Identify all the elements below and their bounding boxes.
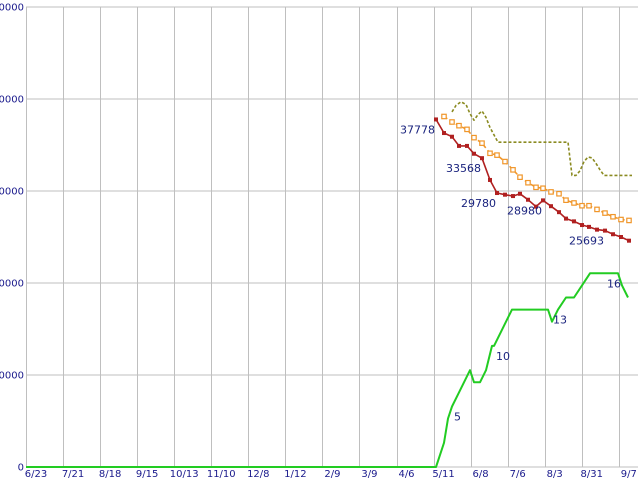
data-value-label: 33568 bbox=[446, 162, 481, 175]
x-tick-label: 8/31 bbox=[581, 469, 603, 480]
series-marker-secondary-orange bbox=[586, 202, 592, 209]
series-marker-secondary-orange bbox=[441, 113, 447, 120]
series-marker-secondary-orange bbox=[540, 185, 546, 192]
series-marker-primary-red bbox=[518, 191, 522, 196]
x-tick-label: 1/12 bbox=[284, 469, 306, 480]
y-axis-tick-labels: 0 10000 20000 30000 40000 50000 bbox=[0, 3, 24, 474]
y-tick-label: 20000 bbox=[0, 279, 24, 290]
y-tick-label: 10000 bbox=[0, 371, 24, 382]
data-point-labels: 37778 33568 29780 28980 25693 5 10 13 16 bbox=[400, 123, 621, 423]
series-marker-secondary-orange bbox=[487, 150, 493, 157]
series-marker-secondary-orange bbox=[556, 190, 562, 197]
x-tick-label: 6/8 bbox=[473, 469, 489, 480]
x-tick-label: 9/7 bbox=[621, 469, 637, 480]
series-marker-primary-red bbox=[564, 216, 568, 221]
data-value-label: 37778 bbox=[400, 123, 435, 136]
series-marker-primary-red bbox=[549, 204, 553, 209]
series-marker-primary-red bbox=[480, 156, 484, 161]
grid-lines bbox=[26, 6, 638, 468]
data-value-label: 28980 bbox=[507, 204, 542, 217]
series-lines bbox=[26, 101, 632, 468]
series-marker-primary-red bbox=[442, 131, 446, 136]
series-marker-primary-red bbox=[534, 204, 538, 209]
series-marker-secondary-orange bbox=[626, 217, 632, 224]
series-marker-primary-red bbox=[465, 143, 469, 148]
series-marker-primary-red bbox=[495, 191, 499, 196]
series-marker-primary-red bbox=[526, 197, 530, 202]
x-tick-label: 4/6 bbox=[398, 469, 414, 480]
series-marker-primary-red bbox=[580, 223, 584, 228]
y-tick-label: 40000 bbox=[0, 95, 24, 106]
x-tick-label: 5/11 bbox=[432, 469, 454, 480]
series-marker-primary-red bbox=[488, 177, 492, 182]
x-tick-label: 9/15 bbox=[136, 469, 158, 480]
series-marker-secondary-orange bbox=[579, 202, 585, 209]
y-tick-label: 50000 bbox=[0, 3, 24, 14]
series-marker-secondary-orange bbox=[602, 210, 608, 216]
series-marker-primary-red bbox=[472, 151, 476, 156]
data-value-label: 5 bbox=[454, 410, 461, 423]
series-marker-secondary-orange bbox=[494, 152, 500, 158]
x-axis-tick-labels: 6/23 7/21 8/18 9/15 10/13 11/10 12/8 1/12 2/9 3/9… bbox=[25, 469, 637, 480]
series-marker-secondary-orange bbox=[517, 174, 523, 181]
series-marker-secondary-orange bbox=[449, 119, 455, 125]
series-marker-primary-red bbox=[457, 143, 461, 148]
series-marker-primary-red bbox=[587, 224, 591, 229]
y-tick-label: 0 bbox=[18, 463, 24, 474]
data-value-label: 25693 bbox=[569, 235, 604, 248]
series-marker-primary-red bbox=[541, 198, 545, 203]
series-line-tertiary-olive bbox=[451, 101, 632, 177]
x-tick-label: 11/10 bbox=[207, 469, 236, 480]
x-tick-label: 7/21 bbox=[62, 469, 84, 480]
series-marker-secondary-orange bbox=[571, 200, 577, 206]
series-marker-primary-red bbox=[603, 228, 607, 233]
x-tick-label: 12/8 bbox=[247, 469, 269, 480]
series-marker-secondary-orange bbox=[563, 197, 569, 204]
x-tick-label: 7/6 bbox=[510, 469, 526, 480]
series-marker-secondary-orange bbox=[618, 216, 624, 223]
series-marker-primary-red bbox=[434, 117, 438, 122]
data-value-label: 13 bbox=[553, 314, 567, 327]
series-line-baseline-green bbox=[26, 272, 629, 468]
series-marker-secondary-orange bbox=[594, 206, 600, 213]
series-marker-secondary-orange bbox=[548, 189, 554, 195]
series-marker-secondary-orange bbox=[502, 158, 508, 165]
x-tick-label: 6/23 bbox=[25, 469, 47, 480]
series-marker-primary-red bbox=[511, 194, 515, 199]
series-marker-primary-red bbox=[627, 238, 631, 243]
series-marker-primary-red bbox=[595, 227, 599, 232]
y-tick-label: 30000 bbox=[0, 187, 24, 198]
series-marker-primary-red bbox=[572, 219, 576, 224]
x-tick-label: 8/3 bbox=[547, 469, 563, 480]
series-marker-primary-red bbox=[619, 235, 623, 239]
series-marker-secondary-orange bbox=[456, 122, 462, 129]
series-marker-secondary-orange bbox=[464, 126, 470, 133]
series-marker-secondary-orange bbox=[610, 213, 616, 220]
series-marker-secondary-orange bbox=[479, 140, 485, 146]
x-tick-label: 3/9 bbox=[361, 469, 377, 480]
x-tick-label: 10/13 bbox=[170, 469, 199, 480]
series-marker-secondary-orange bbox=[533, 184, 539, 191]
data-value-label: 10 bbox=[496, 350, 510, 363]
series-marker-secondary-orange bbox=[525, 179, 531, 186]
data-value-label: 16 bbox=[607, 277, 621, 290]
series-marker-secondary-orange bbox=[510, 167, 516, 173]
data-value-label: 29780 bbox=[461, 197, 496, 210]
x-tick-label: 2/9 bbox=[324, 469, 340, 480]
x-tick-label: 8/18 bbox=[99, 469, 121, 480]
series-marker-primary-red bbox=[503, 192, 507, 197]
series-marker-primary-red bbox=[557, 210, 561, 215]
series-marker-primary-red bbox=[450, 134, 454, 139]
series-marker-secondary-orange bbox=[471, 134, 477, 141]
series-marker-primary-red bbox=[611, 232, 615, 237]
